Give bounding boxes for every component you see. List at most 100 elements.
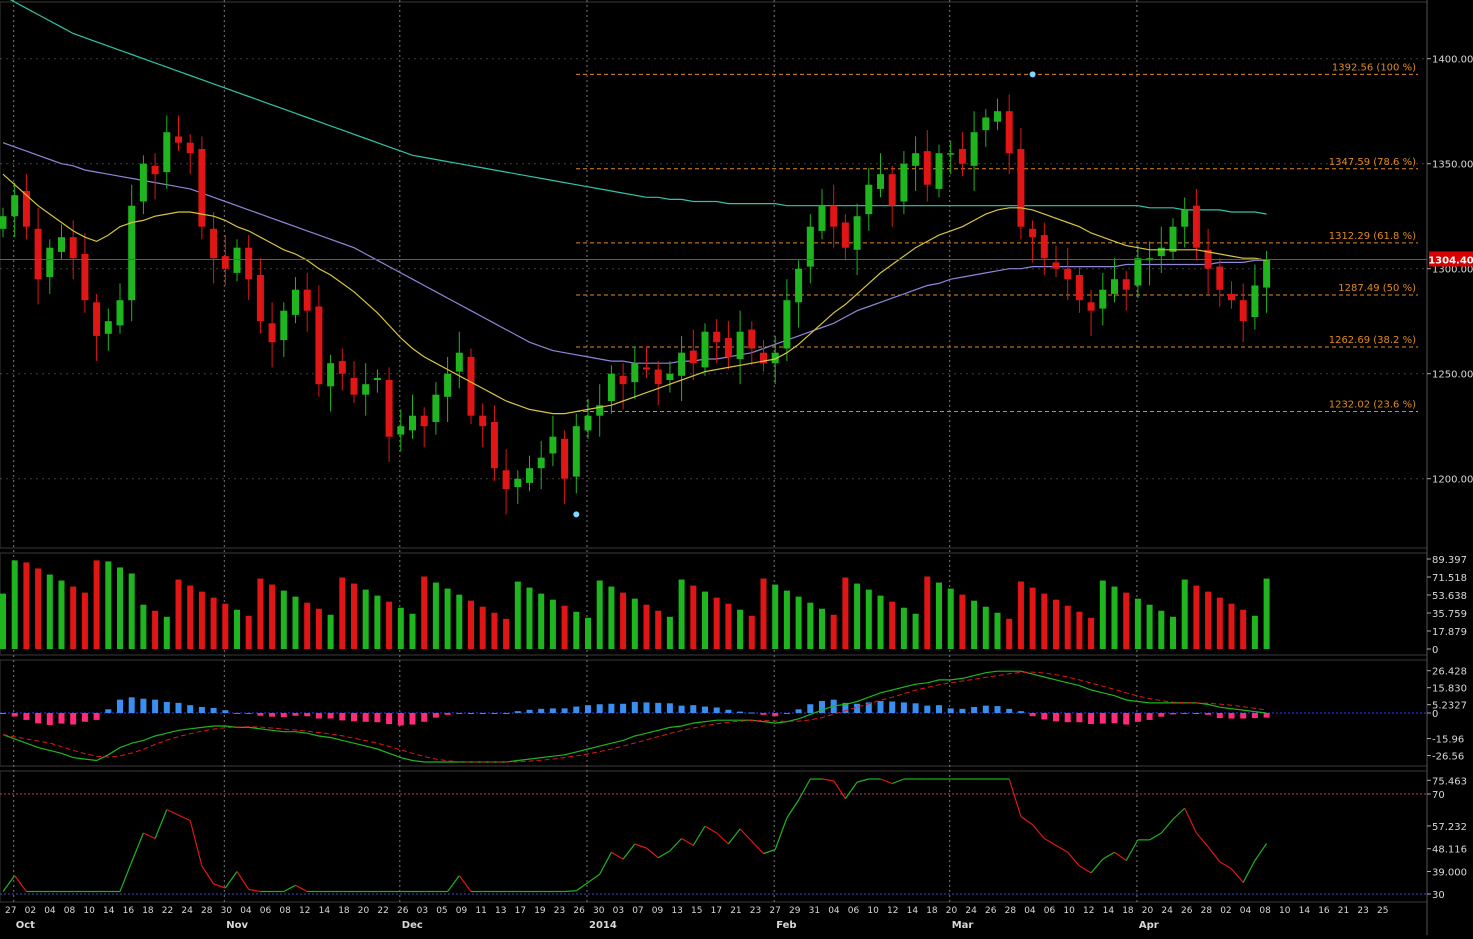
candle-up (514, 478, 522, 488)
macd-histogram-bar (327, 713, 334, 719)
candle-up (444, 373, 452, 397)
macd-histogram-bar (304, 713, 311, 717)
macd-histogram-bar (175, 702, 182, 713)
volume-bar (105, 561, 112, 649)
volume-bar (409, 613, 416, 649)
macd-histogram-bar (772, 713, 779, 717)
rsi-line-segment (1160, 818, 1174, 834)
candle-up (818, 205, 826, 231)
candle-up (537, 457, 545, 469)
day-label: 08 (1259, 906, 1271, 916)
volume-bar (865, 589, 872, 649)
macd-histogram-bar (280, 713, 287, 718)
day-label: 20 (358, 906, 370, 916)
macd-histogram-bar (748, 712, 755, 714)
volume-bar (93, 560, 100, 649)
candle-up (549, 436, 557, 454)
macd-histogram-bar (468, 713, 474, 714)
rsi-line-segment (739, 828, 753, 842)
candle-down (1029, 228, 1037, 238)
rsi-line-segment (575, 882, 589, 892)
candle-up (771, 352, 779, 364)
rsi-line-segment (704, 825, 718, 834)
volume-bar (538, 593, 545, 649)
macd-histogram-bar (631, 701, 638, 713)
volume-bar (257, 578, 264, 649)
candle-up (432, 394, 440, 422)
rsi-line-segment (716, 832, 729, 845)
volume-bar (702, 591, 708, 649)
candle-up (116, 300, 124, 326)
candle-up (1251, 285, 1259, 317)
day-label: 17 (515, 906, 526, 916)
macd-histogram-bar (0, 713, 6, 714)
macd-histogram-bar (1193, 713, 1200, 714)
volume-tick-label: 53.638 (1432, 591, 1467, 602)
rsi-tick-label: 48.116 (1432, 845, 1467, 856)
macd-histogram-bar (128, 697, 135, 713)
volume-bar (526, 587, 533, 649)
volume-bar (936, 582, 942, 649)
volume-bar (713, 597, 720, 649)
candle-up (865, 184, 873, 215)
rsi-line-segment (587, 873, 601, 883)
volume-bar (23, 562, 30, 649)
volume-bar (514, 581, 521, 649)
day-label: 04 (44, 906, 56, 916)
volume-bar (468, 600, 474, 649)
day-label: 06 (260, 906, 272, 916)
rsi-line-segment (1125, 839, 1139, 861)
volume-bar (245, 615, 252, 649)
macd-tick-label: 0 (1432, 709, 1438, 720)
rsi-line-segment (880, 778, 893, 785)
fib-level-label: 1232.02 (23.6 %) (1329, 399, 1416, 410)
candle-down (888, 174, 896, 206)
volume-bar (140, 604, 147, 649)
rsi-line-segment (1090, 858, 1104, 874)
candle-down (713, 331, 721, 343)
day-label: 11 (475, 906, 486, 916)
rsi-line-segment (1055, 844, 1069, 853)
volume-bar (1240, 609, 1247, 649)
candle-up (631, 363, 639, 383)
macd-histogram-bar (362, 713, 369, 722)
macd-tick-label: -26.56 (1432, 751, 1464, 762)
volume-bar (655, 610, 662, 649)
macd-histogram-bar (912, 703, 919, 713)
candle-up (233, 247, 241, 273)
candle-up (596, 405, 604, 416)
macd-histogram-bar (573, 706, 580, 713)
rsi-line-segment (119, 861, 133, 892)
volume-bar (304, 602, 311, 649)
day-label: 10 (83, 906, 95, 916)
macd-histogram-bar (23, 713, 30, 720)
macd-histogram-bar (421, 713, 428, 722)
macd-histogram-bar (479, 713, 486, 714)
candle-up (292, 289, 299, 315)
candle-down (245, 247, 253, 280)
rsi-line-segment (1079, 865, 1092, 874)
macd-histogram-bar (444, 713, 451, 715)
rsi-line-segment (727, 828, 741, 845)
candle-down (748, 329, 756, 349)
day-label: 09 (456, 906, 468, 916)
macd-histogram-bar (1111, 713, 1118, 724)
macd-histogram-bar (842, 702, 849, 713)
volume-bar (444, 588, 451, 649)
macd-histogram-bar (374, 713, 381, 723)
rsi-line-segment (786, 799, 800, 819)
macd-histogram-bar (105, 709, 112, 713)
volume-bar (1134, 598, 1141, 649)
macd-histogram-bar (1146, 713, 1153, 720)
fib-level-label: 1262.69 (38.2 %) (1329, 335, 1416, 346)
volume-bar (772, 584, 779, 649)
macd-histogram-bar (713, 707, 720, 713)
macd-histogram-bar (865, 702, 872, 713)
day-label: 26 (573, 906, 585, 916)
macd-line (2, 670, 1267, 763)
volume-bar (1088, 617, 1095, 649)
day-label: 25 (1377, 906, 1388, 916)
rsi-line-segment (248, 888, 261, 893)
day-label: 15 (691, 906, 702, 916)
macd-histogram-bar (210, 707, 217, 713)
